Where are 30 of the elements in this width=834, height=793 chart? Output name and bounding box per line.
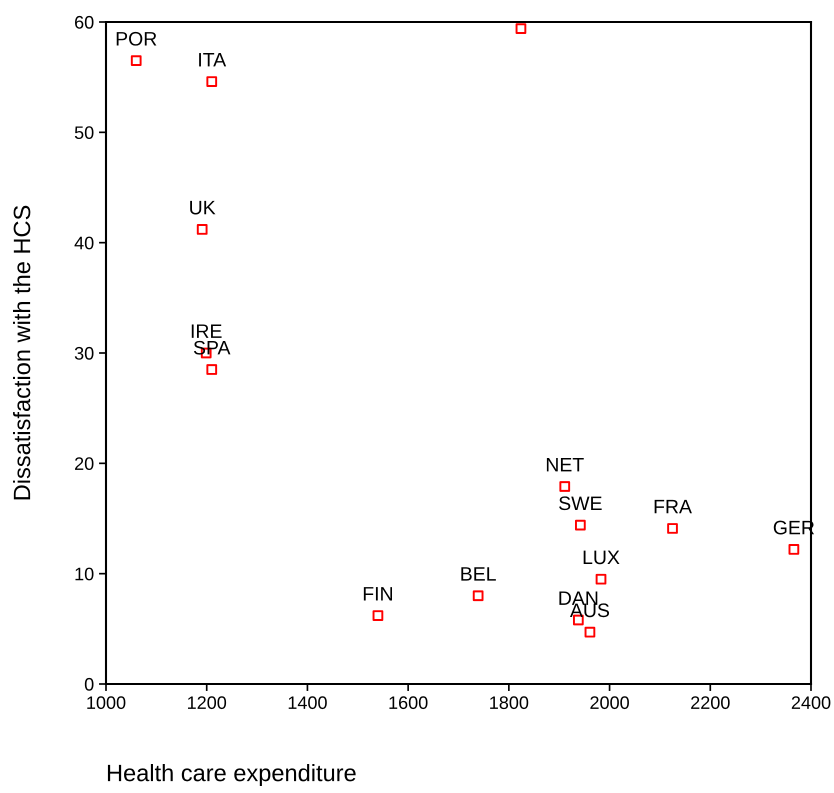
y-tick-label: 0 [84,678,94,691]
y-tick-label: 50 [74,126,94,140]
annotation: LUX [584,550,620,564]
annotation: AUS [570,603,610,618]
annotation: FIN [364,587,392,600]
y-axis-title: Dissatisfaction with the HCS [12,206,30,500]
annotation: BEL [461,567,496,581]
annotation: IRE [192,324,222,338]
x-tick-label: 2400 [792,696,830,710]
y-tick-label: 40 [74,236,94,250]
x-tick-label: 1600 [389,696,428,710]
y-tick-label: 20 [75,457,94,470]
annotation: SWE [559,496,602,510]
annotation: ITA [199,53,226,66]
annotation: FRA [654,500,692,514]
annotation: NET [546,458,584,472]
annotation: POR [116,32,156,46]
x-axis-title: Health care expenditure [108,764,356,786]
annotation: UK [190,200,216,214]
x-tick-label: 2200 [691,696,730,710]
annotation: DAN [559,591,598,605]
x-tick-label: 2000 [590,696,629,710]
x-tick-label: 1400 [288,696,327,710]
y-tick-label: 10 [75,568,94,580]
x-tick-label: 1200 [188,696,226,710]
y-tick-label: 30 [74,346,94,360]
y-tick-label: 60 [75,16,94,29]
x-tick-label: 1800 [490,696,528,710]
annotation: SPA [194,340,230,355]
x-tick-label: 1000 [87,696,126,710]
